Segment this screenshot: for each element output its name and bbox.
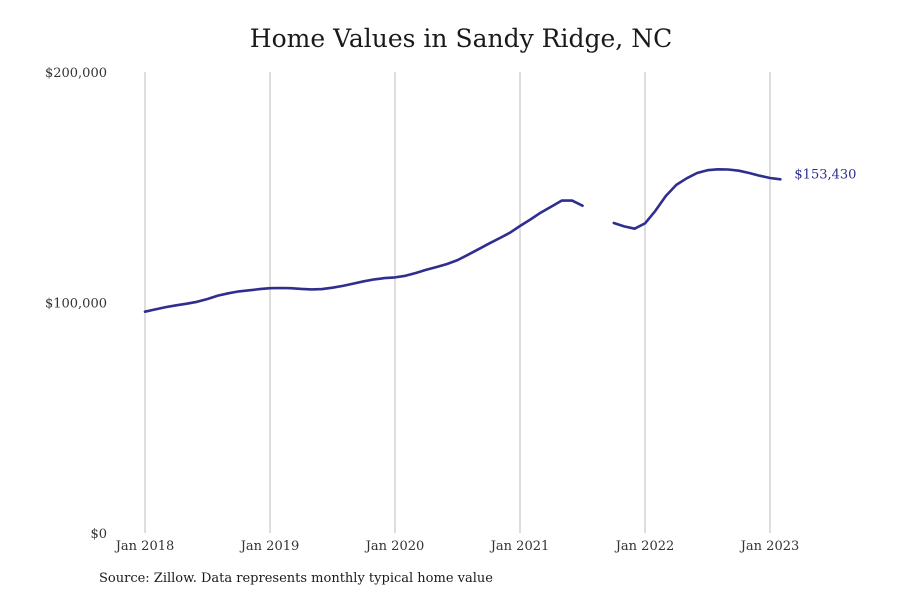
y-axis-ticks: $0 $100,000 $200,000 (45, 66, 107, 542)
gridlines (144, 72, 771, 533)
y-tick-label: $100,000 (45, 297, 107, 312)
x-tick-label: Jan 2023 (739, 539, 800, 554)
chart-title: Home Values in Sandy Ridge, NC (249, 24, 673, 53)
x-tick-label: Jan 2020 (364, 539, 425, 554)
y-tick-label: $200,000 (45, 66, 107, 81)
source-note: Source: Zillow. Data represents monthly … (99, 571, 493, 586)
end-value-label: $153,430 (794, 167, 856, 182)
x-axis-ticks: Jan 2018 Jan 2019 Jan 2020 Jan 2021 Jan 2022… (114, 539, 800, 554)
x-tick-label: Jan 2022 (614, 539, 675, 554)
series-line (143, 168, 782, 313)
x-tick-label: Jan 2018 (114, 539, 175, 554)
y-tick-label: $0 (90, 527, 107, 542)
x-tick-label: Jan 2019 (239, 539, 300, 554)
x-tick-label: Jan 2021 (489, 539, 550, 554)
